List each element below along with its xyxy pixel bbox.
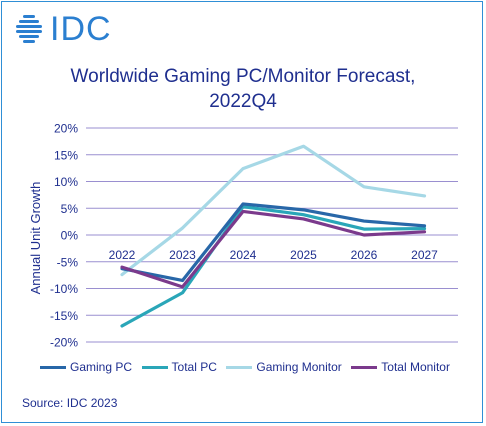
y-tick-label: 5% (61, 202, 79, 216)
legend-label-gaming-monitor: Gaming Monitor (256, 360, 342, 374)
chart-title: Worldwide Gaming PC/Monitor Forecast, 20… (40, 64, 446, 114)
legend-swatch-total-pc (141, 365, 168, 369)
logo-text: IDC (50, 10, 112, 48)
y-tick-label: 20% (54, 122, 78, 136)
series-lines (120, 144, 427, 328)
legend-label-gaming-pc: Gaming PC (70, 360, 133, 374)
x-tick-label: 2024 (230, 248, 257, 262)
legend-item-gaming-pc: Gaming PC (40, 360, 132, 374)
globe-icon (16, 15, 42, 43)
y-tick-label: -15% (50, 309, 78, 323)
y-tick-label: 0% (61, 229, 79, 243)
y-tick-label: -20% (50, 336, 78, 350)
y-tick-label: 15% (54, 148, 78, 162)
x-tick-label: 2026 (351, 248, 378, 262)
x-tick-label: 2027 (411, 248, 438, 262)
legend-swatch-total-monitor (351, 365, 378, 369)
y-tick-label: -5% (57, 255, 79, 269)
legend-item-total-monitor: Total Monitor (351, 360, 450, 374)
x-tick-labels: 2022 2023 2024 2025 2026 2027 (109, 248, 439, 262)
y-tick-label: 10% (54, 175, 78, 189)
legend: Gaming PC Total PC Gaming Monitor Total … (40, 360, 450, 374)
x-tick-label: 2023 (169, 248, 196, 262)
series-line-gaming-monitor (120, 144, 427, 277)
y-tick-labels: 20% 15% 10% 5% 0% -5% -10% -15% -20% (50, 122, 78, 350)
legend-item-gaming-monitor: Gaming Monitor (226, 360, 342, 374)
chart-title-line-2: 2022Q4 (209, 91, 277, 112)
legend-label-total-monitor: Total Monitor (381, 360, 450, 374)
x-tick-label: 2025 (290, 248, 317, 262)
y-axis-label: Annual Unit Growth (28, 182, 43, 295)
y-tick-label: -10% (50, 282, 78, 296)
legend-label-total-pc: Total PC (171, 360, 217, 374)
chart-title-line-1: Worldwide Gaming PC/Monitor Forecast, (70, 66, 416, 87)
idc-logo: IDC (14, 12, 112, 46)
legend-swatch-gaming-pc (40, 365, 66, 369)
series-line-total-monitor (120, 209, 427, 289)
legend-swatch-gaming-monitor (226, 365, 253, 369)
gridlines (86, 127, 458, 343)
legend-item-total-pc: Total PC (141, 360, 217, 374)
source-note: Source: IDC 2023 (22, 396, 118, 410)
series-line-total-pc (120, 205, 427, 328)
series-line-gaming-pc (120, 202, 427, 283)
x-tick-label: 2022 (109, 248, 136, 262)
